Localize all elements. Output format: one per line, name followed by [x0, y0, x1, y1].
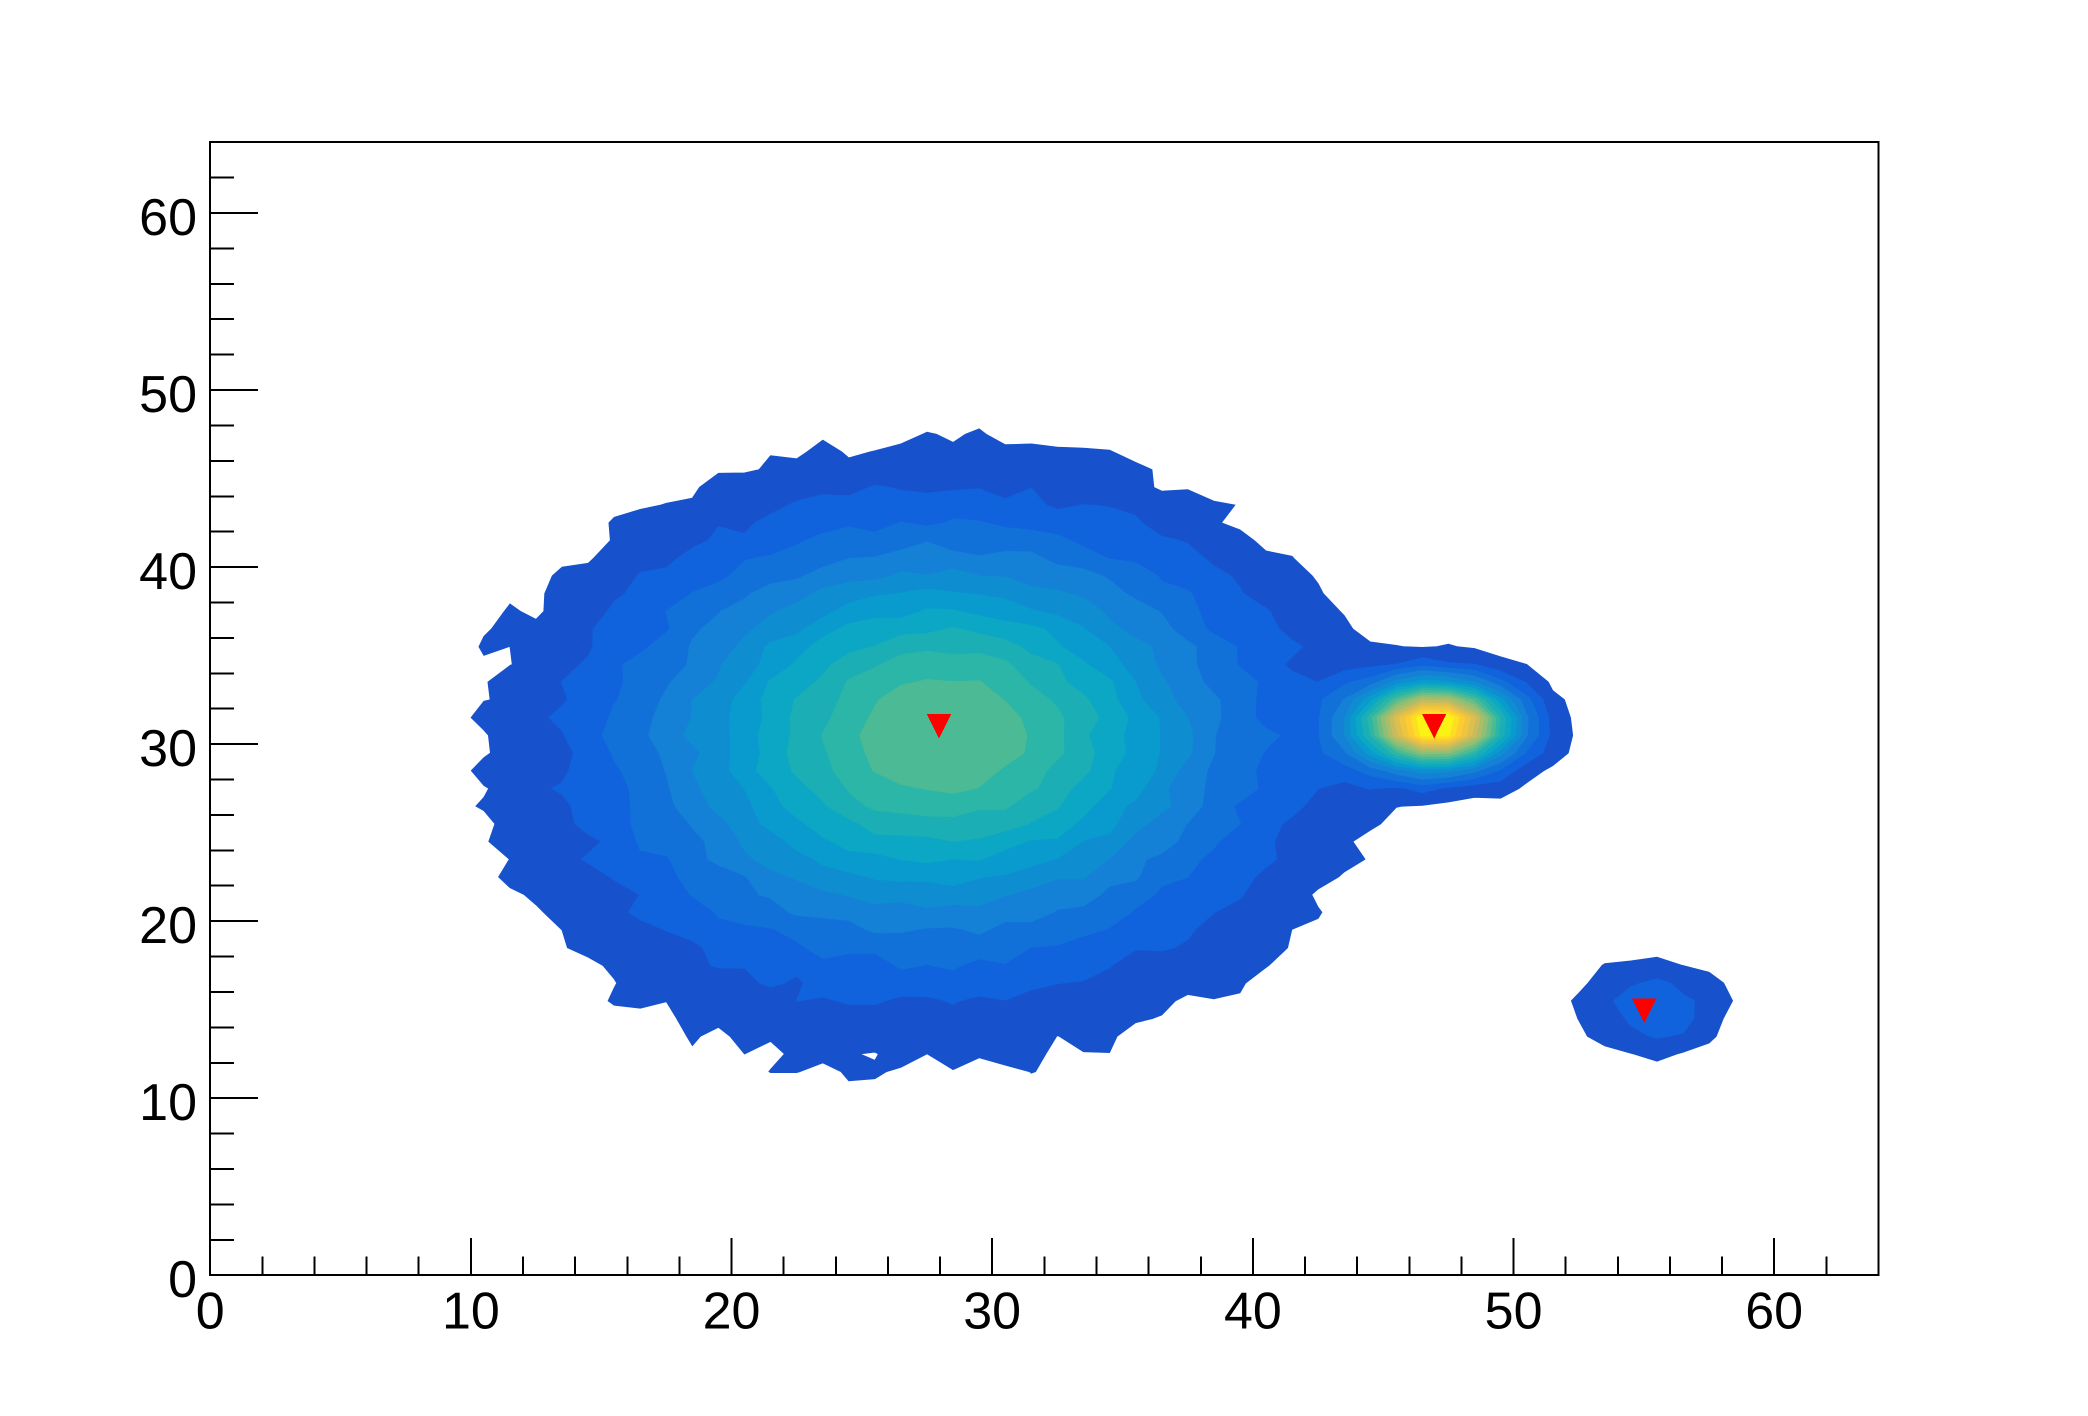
svg-text:40: 40: [139, 543, 197, 601]
svg-text:50: 50: [139, 366, 197, 424]
svg-text:0: 0: [168, 1251, 197, 1309]
svg-text:30: 30: [963, 1283, 1021, 1341]
svg-text:10: 10: [442, 1283, 500, 1341]
svg-text:0: 0: [196, 1283, 225, 1341]
svg-text:10: 10: [139, 1074, 197, 1132]
svg-text:40: 40: [1224, 1283, 1282, 1341]
svg-text:30: 30: [139, 720, 197, 778]
svg-text:20: 20: [139, 897, 197, 955]
svg-text:60: 60: [1745, 1283, 1803, 1341]
svg-text:20: 20: [703, 1283, 761, 1341]
svg-text:50: 50: [1485, 1283, 1543, 1341]
svg-text:60: 60: [139, 189, 197, 247]
